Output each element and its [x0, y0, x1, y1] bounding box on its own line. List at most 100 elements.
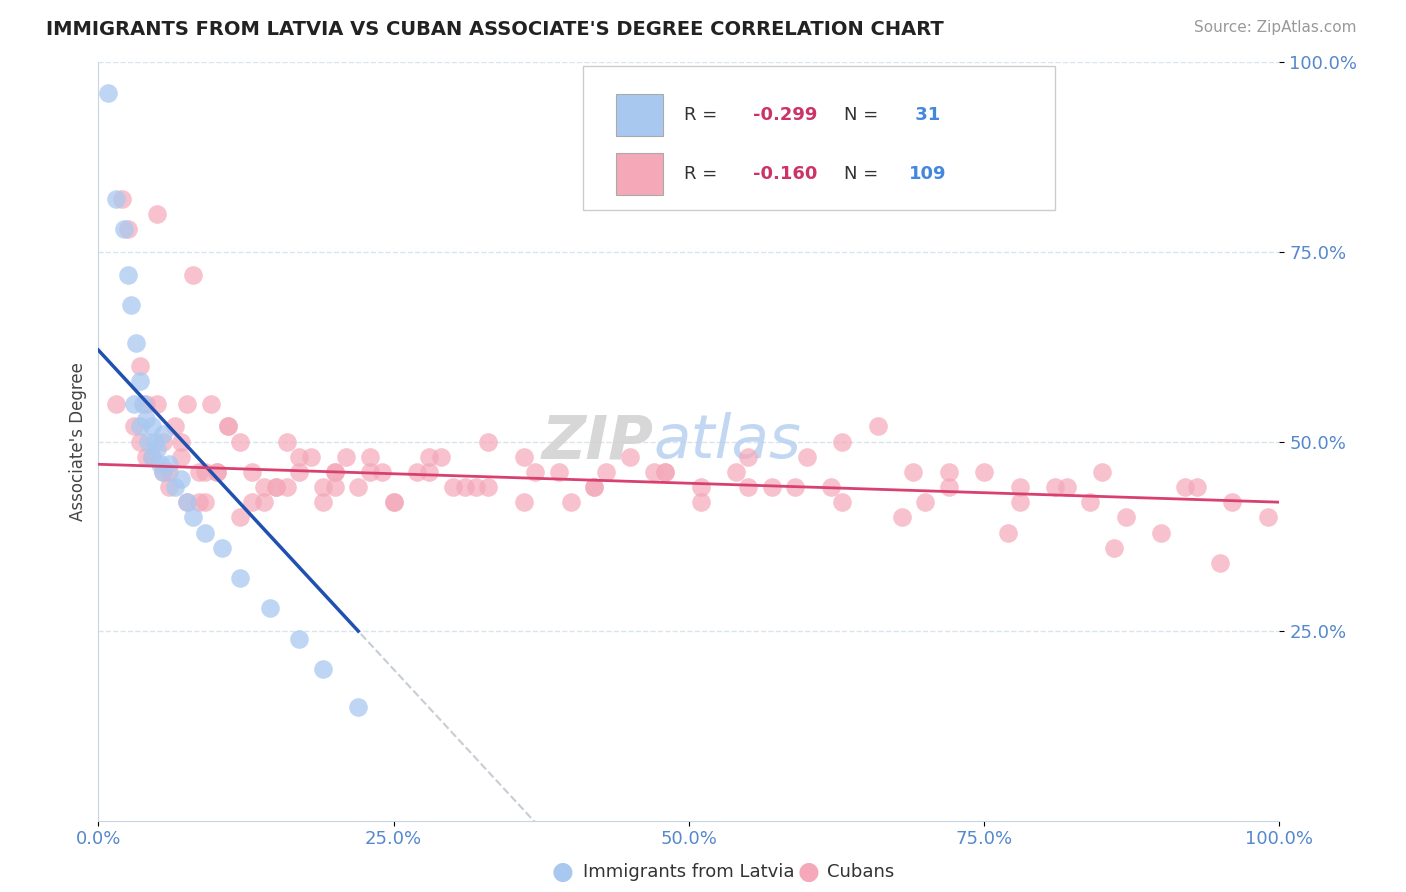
Point [170, 473, 193, 487]
Point [176, 495, 198, 509]
Text: 31: 31 [908, 106, 939, 124]
Point [122, 419, 145, 434]
Text: R =: R = [685, 165, 723, 184]
Point [595, 465, 617, 479]
Text: ●: ● [797, 861, 820, 884]
Point [796, 450, 818, 464]
Point [146, 207, 169, 221]
Point [548, 465, 571, 479]
Point [323, 465, 346, 479]
Point [1150, 525, 1173, 540]
Point [619, 450, 641, 464]
Point [122, 396, 145, 410]
Point [143, 434, 166, 449]
Point [264, 480, 287, 494]
Point [117, 268, 139, 282]
Point [465, 480, 488, 494]
Point [229, 510, 252, 524]
FancyBboxPatch shape [582, 66, 1054, 211]
Point [1008, 480, 1031, 494]
Point [288, 450, 311, 464]
Point [128, 374, 150, 388]
Point [112, 222, 135, 236]
Point [170, 450, 193, 464]
Point [583, 480, 606, 494]
Point [347, 480, 370, 494]
Point [654, 465, 676, 479]
Point [288, 632, 311, 646]
Point [146, 396, 169, 410]
Point [1102, 541, 1125, 555]
Point [288, 465, 311, 479]
Point [240, 495, 263, 509]
Point [323, 465, 346, 479]
Point [187, 495, 209, 509]
Point [761, 480, 783, 494]
Point [146, 442, 169, 457]
Point [1257, 510, 1279, 524]
Point [1091, 465, 1114, 479]
Point [253, 480, 276, 494]
Point [264, 480, 287, 494]
Text: ●: ● [551, 861, 574, 884]
Point [205, 465, 228, 479]
Point [914, 495, 936, 509]
Point [117, 222, 139, 236]
Point [105, 396, 128, 410]
Point [181, 510, 204, 524]
Text: Source: ZipAtlas.com: Source: ZipAtlas.com [1194, 20, 1357, 35]
Text: R =: R = [685, 106, 723, 124]
Point [152, 427, 174, 442]
Point [689, 480, 711, 494]
Point [382, 495, 405, 509]
Point [141, 419, 163, 434]
Point [176, 495, 198, 509]
Point [583, 480, 606, 494]
Point [157, 480, 180, 494]
Point [725, 465, 748, 479]
Point [141, 450, 163, 464]
Point [512, 450, 534, 464]
Point [831, 495, 853, 509]
Point [211, 541, 233, 555]
Point [111, 192, 134, 206]
Point [217, 419, 239, 434]
Point [128, 434, 150, 449]
Text: 109: 109 [908, 165, 946, 184]
Point [1115, 510, 1137, 524]
Bar [616, 153, 664, 195]
Point [97, 86, 120, 100]
Point [125, 335, 148, 350]
Point [524, 465, 547, 479]
Point [903, 465, 925, 479]
Point [371, 465, 394, 479]
Point [312, 495, 335, 509]
Point [187, 465, 209, 479]
Point [689, 495, 711, 509]
Point [737, 480, 759, 494]
Point [323, 480, 346, 494]
Point [441, 480, 464, 494]
Point [997, 525, 1019, 540]
Point [359, 465, 381, 479]
Point [1185, 480, 1208, 494]
Point [1209, 556, 1232, 570]
Point [312, 480, 335, 494]
Point [165, 480, 187, 494]
Point [560, 495, 582, 509]
Point [299, 450, 322, 464]
Point [973, 465, 995, 479]
Point [128, 359, 150, 373]
Point [128, 419, 150, 434]
Point [785, 480, 807, 494]
Point [382, 495, 405, 509]
Text: Immigrants from Latvia: Immigrants from Latvia [583, 863, 794, 881]
Point [512, 495, 534, 509]
Point [200, 396, 222, 410]
Point [477, 480, 499, 494]
Point [194, 465, 217, 479]
Point [406, 465, 429, 479]
Point [229, 434, 252, 449]
Point [938, 480, 960, 494]
Point [654, 465, 676, 479]
